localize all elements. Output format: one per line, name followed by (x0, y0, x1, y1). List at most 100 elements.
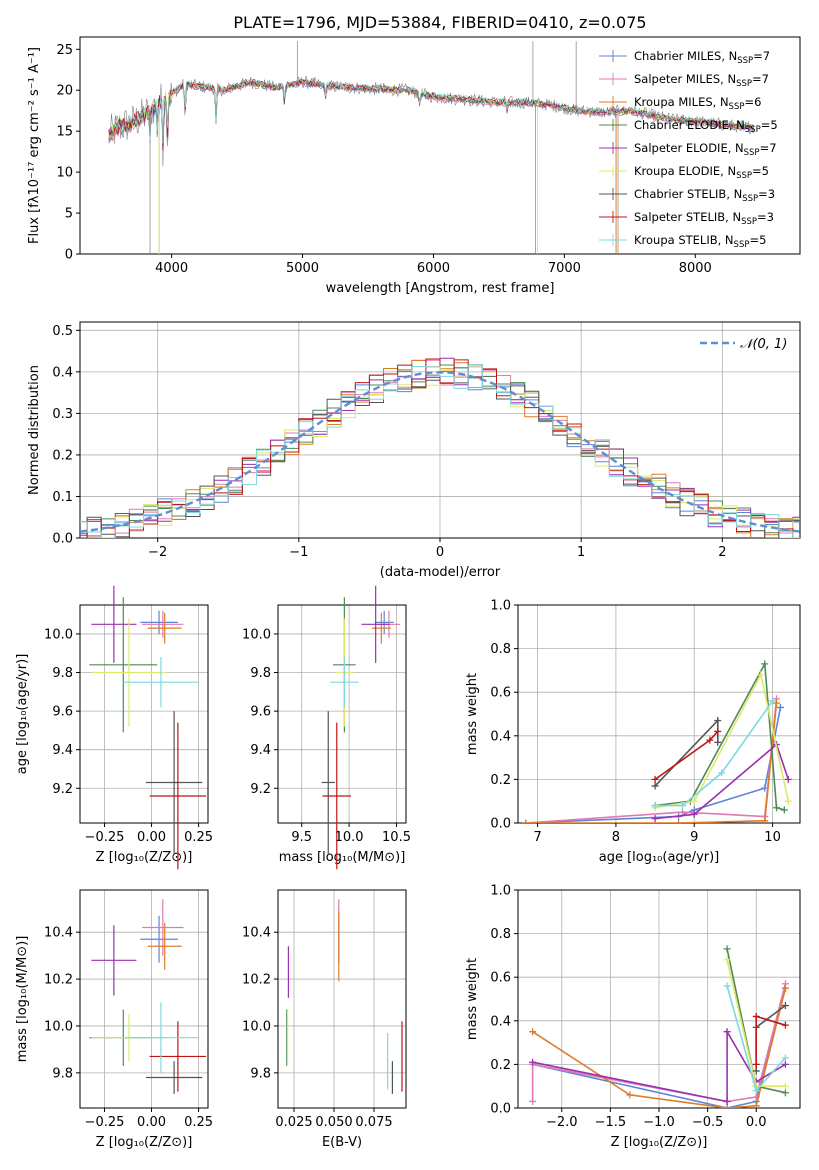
y-tick-label: 5 (65, 207, 73, 222)
x-tick-label: −2.0 (546, 1115, 578, 1130)
legend-label-chabrier-miles: Chabrier MILES, NSSP=7 (634, 49, 770, 66)
residuals-frame (79, 321, 801, 539)
legend-label-chabrier-stelib: Chabrier STELIB, NSSP=3 (634, 187, 775, 204)
y-axis-label: age [log₁₀(age/yr)] (15, 654, 30, 775)
weight-marker-chabrier-stelib (752, 1067, 760, 1075)
y-tick-label: 1.0 (490, 599, 511, 614)
legend-label-salpeter-miles: Salpeter MILES, NSSP=7 (634, 72, 769, 89)
y-tick-label: 10.4 (44, 926, 73, 941)
x-tick-label: 0.00 (137, 1115, 166, 1130)
weight-vs-Z-axes (514, 889, 801, 1112)
x-tick-label: 0.0 (746, 1115, 767, 1130)
weight-marker-salpeter-stelib (781, 1021, 789, 1029)
mass-vs-Z-axes (76, 889, 209, 1112)
legend-label-subscript: SSP (736, 171, 752, 181)
x-axis-label: wavelength [Angstrom, rest frame] (326, 281, 555, 296)
legend-label-kroupa-stelib: Kroupa STELIB, NSSP=5 (634, 233, 766, 250)
model-spectrum-kroupa-elodie (108, 78, 754, 143)
y-tick-label: 0 (65, 248, 73, 263)
weight-marker-salpeter-stelib (714, 727, 722, 735)
weight-marker-kroupa-elodie (784, 797, 792, 805)
weight-marker-kroupa-miles (781, 984, 789, 992)
y-axis-label: mass weight (465, 958, 480, 1040)
y-tick-label: 15 (56, 125, 73, 140)
spectrum-frame (79, 36, 801, 255)
weight-marker-kroupa-miles (522, 819, 530, 823)
weight-marker-kroupa-miles (752, 1102, 760, 1108)
y-tick-label: 10.4 (242, 926, 271, 941)
y-tick-label: 10.2 (44, 973, 73, 988)
legend-label-kroupa-elodie: Kroupa ELODIE, NSSP=5 (634, 164, 769, 181)
weight-marker-kroupa-elodie (723, 956, 731, 964)
legend-label-text: Kroupa STELIB, N (634, 233, 734, 247)
weight-marker-kroupa-stelib (752, 1087, 760, 1095)
weight-marker-kroupa-miles (529, 1028, 537, 1036)
legend-label-subscript: SSP (742, 194, 758, 204)
x-tick-label: 0.00 (137, 830, 166, 845)
weight-marker-kroupa-miles (773, 699, 780, 707)
spectrum-axes (76, 36, 801, 258)
figure-title: PLATE=1796, MJD=53884, FIBERID=0410, z=0… (233, 13, 646, 32)
legend-label-subscript: SSP (729, 102, 745, 112)
weight-marker-salpeter-elodie (690, 810, 698, 818)
mass-vs-Z-errorbars (89, 899, 207, 1094)
age-vs-mass-frame (277, 604, 407, 824)
x-tick-label: 10.0 (335, 830, 364, 845)
legend-label-count: =5 (761, 118, 778, 132)
spectrum-lines (108, 41, 755, 254)
x-axis-label: Z [log₁₀(Z/Z⊙)] (611, 1135, 708, 1150)
y-tick-label: 10 (56, 166, 73, 181)
y-tick-label: 20 (56, 84, 73, 99)
age-vs-Z-axes (76, 604, 209, 827)
model-spectrum-chabrier-elodie (108, 80, 754, 147)
x-tick-label: 1 (577, 545, 585, 560)
weight-marker-salpeter-stelib (651, 775, 659, 783)
mass-vs-ebv-axes (274, 889, 407, 1112)
weight-marker-kroupa-stelib (651, 802, 659, 810)
legend-label-chabrier-elodie: Chabrier ELODIE, NSSP=5 (634, 118, 778, 135)
residuals-axes (76, 321, 801, 542)
weight-marker-salpeter-elodie (784, 775, 792, 783)
x-tick-label: −0.5 (692, 1115, 724, 1130)
weight-marker-salpeter-elodie (529, 1058, 537, 1066)
x-tick-label: 0 (436, 545, 444, 560)
y-tick-label: 9.6 (250, 705, 271, 720)
x-tick-label: 4000 (155, 261, 188, 276)
weight-vs-age-axes (514, 604, 801, 827)
weight-marker-salpeter-elodie (781, 1060, 789, 1068)
y-tick-label: 0.0 (52, 532, 73, 547)
weight-marker-kroupa-miles (675, 819, 683, 823)
age-vs-mass-axes (274, 604, 407, 827)
weight-line-salpeter-stelib (654, 730, 719, 781)
mass-vs-ebv-errorbars (286, 899, 403, 1094)
weight-marker-salpeter-miles (529, 1097, 537, 1105)
x-axis-label: Z [log₁₀(Z/Z⊙)] (96, 1135, 193, 1150)
weight-line-kroupa-miles (532, 987, 787, 1108)
x-tick-label: 6000 (417, 261, 450, 276)
legend-label-text: Salpeter STELIB, N (634, 210, 741, 224)
weight-vs-age-lines (522, 660, 792, 823)
age-vs-Z-frame (79, 604, 209, 824)
y-tick-label: 0.2 (490, 773, 511, 788)
x-tick-label: 10 (764, 830, 781, 845)
legend-label-subscript: SSP (744, 148, 760, 158)
x-axis-label: mass [log₁₀(M/M⊙)] (279, 850, 406, 865)
y-tick-label: 0.6 (490, 971, 511, 986)
y-tick-label: 9.6 (52, 705, 73, 720)
weight-marker-salpeter-miles (679, 808, 686, 816)
weight-marker-kroupa-stelib (679, 802, 686, 810)
legend-label-count: =3 (758, 187, 775, 201)
weight-line-salpeter-elodie (655, 743, 790, 820)
y-tick-label: 0.4 (52, 365, 73, 380)
weight-marker-kroupa-stelib (723, 982, 731, 990)
x-tick-label: 9.5 (291, 830, 312, 845)
weight-line-kroupa-stelib (655, 700, 774, 807)
x-axis-label: Z [log₁₀(Z/Z⊙)] (96, 850, 193, 865)
weight-marker-kroupa-stelib (769, 697, 777, 705)
legend-label-subscript: SSP (741, 217, 757, 227)
y-tick-label: 9.4 (52, 743, 73, 758)
y-tick-label: 9.2 (250, 782, 271, 797)
legend-label-text: Salpeter ELODIE, N (634, 141, 744, 155)
x-tick-label: −1.0 (643, 1115, 675, 1130)
